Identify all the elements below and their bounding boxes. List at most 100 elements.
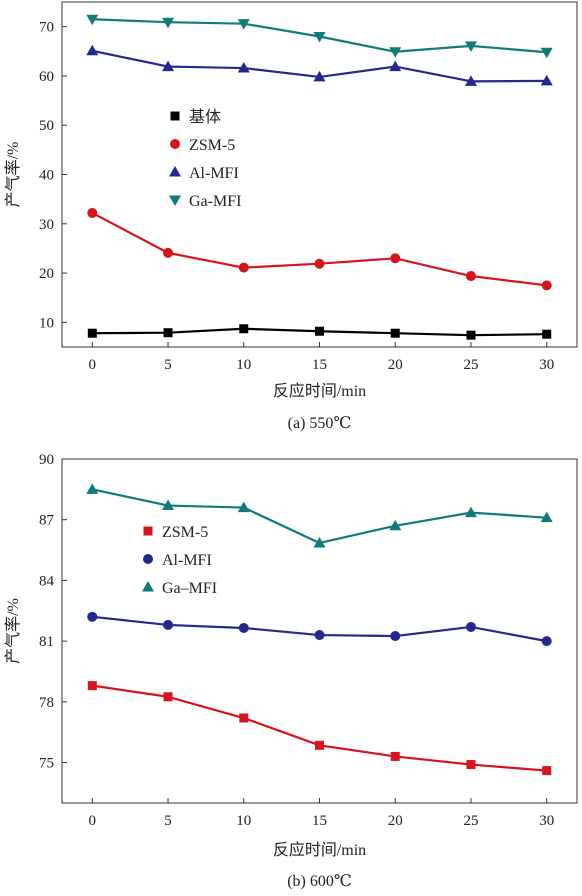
x-tick-label: 5 xyxy=(164,813,172,829)
legend-marker xyxy=(142,581,154,592)
data-point-al-mfi xyxy=(238,622,249,633)
series-line-zsm-5 xyxy=(92,684,547,772)
y-axis-label: 产气率/% xyxy=(4,142,22,208)
data-point-zsm-5 xyxy=(541,280,552,291)
data-point-series xyxy=(315,326,324,336)
data-point-zsm-5 xyxy=(314,258,325,269)
series-line-zsm-5 xyxy=(91,211,547,287)
data-point-al-mfi xyxy=(390,631,401,642)
legend-label: ZSM-5 xyxy=(162,524,208,541)
y-tick-label: 87 xyxy=(39,513,55,529)
legend-label: Ga–MFI xyxy=(162,580,217,597)
data-point-zsm-5 xyxy=(390,253,401,264)
y-tick-label: 90 xyxy=(39,452,54,468)
data-point-al-mfi xyxy=(541,636,552,647)
y-tick-label: 70 xyxy=(39,20,54,36)
caption: (b) 600℃ xyxy=(287,873,352,890)
data-point-series xyxy=(163,328,173,338)
y-tick-label: 81 xyxy=(39,634,54,650)
data-point-al-mfi xyxy=(464,75,477,86)
legend-marker xyxy=(170,111,180,121)
y-tick-label: 78 xyxy=(39,695,54,711)
data-point-al-mfi xyxy=(162,60,175,72)
data-point-ga-mfi xyxy=(86,14,99,26)
data-point-al-mfi xyxy=(389,60,402,72)
legend-marker xyxy=(169,166,181,177)
data-point-ga-mfi xyxy=(237,501,250,513)
panel-b: 0 5 10 15 20 25 30 75 78 81 84 87 90 ZSM-5 Al-MFI Ga–M… xyxy=(4,452,578,890)
legend-label: Al-MFI xyxy=(189,165,239,182)
legend: 基体 ZSM-5 Al-MFI Ga-MFI xyxy=(169,108,241,210)
data-point-zsm-5 xyxy=(238,262,249,273)
plot-frame xyxy=(61,1,578,348)
data-point-zsm-5 xyxy=(163,692,173,702)
data-point-al-mfi xyxy=(540,74,553,86)
data-point-zsm-5 xyxy=(163,247,174,258)
data-point-series xyxy=(542,329,552,339)
data-point-ga-mfi xyxy=(313,536,326,548)
x-tick-label: 25 xyxy=(463,357,478,373)
data-point-ga-mfi xyxy=(389,47,402,58)
y-tick-label: 20 xyxy=(39,266,54,282)
legend: ZSM-5 Al-MFI Ga–MFI xyxy=(142,524,217,597)
data-point-al-mfi xyxy=(237,62,250,73)
data-point-ga-mfi xyxy=(464,506,477,518)
x-tick-label: 10 xyxy=(236,357,251,373)
series-group xyxy=(86,483,553,776)
data-point-ga-mfi xyxy=(162,17,175,29)
x-axis-label: 反应时间/min xyxy=(273,840,366,859)
data-point-al-mfi xyxy=(87,611,98,622)
data-point-ga-mfi xyxy=(162,499,175,511)
x-axis-label: 反应时间/min xyxy=(273,381,366,400)
data-point-series xyxy=(87,328,97,338)
series-line-ga-mfi xyxy=(92,488,547,545)
legend-label: Al-MFI xyxy=(162,552,212,569)
data-point-series xyxy=(390,328,400,338)
panel-a: 0 5 10 15 20 25 30 10 20 30 40 50 60 70 基体 ZSM-5 Al-MFI… xyxy=(4,1,578,432)
data-point-ga-mfi xyxy=(237,19,250,30)
data-point-zsm-5 xyxy=(465,271,476,282)
data-point-al-mfi xyxy=(465,621,476,632)
x-tick-label: 25 xyxy=(463,813,478,829)
x-tick-label: 30 xyxy=(539,357,554,373)
axis-ticks: 0 5 10 15 20 25 30 75 78 81 84 87 90 xyxy=(39,452,554,829)
y-tick-label: 50 xyxy=(39,118,54,134)
data-point-zsm-5 xyxy=(87,681,97,691)
x-tick-label: 30 xyxy=(539,813,554,829)
data-point-ga-mfi xyxy=(540,511,553,523)
data-point-ga-mfi xyxy=(389,519,402,531)
x-tick-label: 20 xyxy=(388,813,403,829)
legend-marker xyxy=(170,139,180,149)
y-tick-label: 40 xyxy=(39,168,54,184)
data-point-zsm-5 xyxy=(87,207,98,218)
axis-ticks: 0 5 10 15 20 25 30 10 20 30 40 50 60 70 xyxy=(39,20,554,373)
x-tick-label: 0 xyxy=(89,813,97,829)
data-point-zsm-5 xyxy=(239,713,249,723)
series-group xyxy=(86,14,553,340)
y-tick-label: 60 xyxy=(39,69,54,85)
x-tick-label: 15 xyxy=(312,357,327,373)
legend-marker xyxy=(143,554,153,564)
data-point-ga-mfi xyxy=(464,41,477,52)
y-tick-label: 30 xyxy=(39,217,54,233)
data-point-ga-mfi xyxy=(540,47,553,59)
y-axis-label: 产气率/% xyxy=(4,598,22,664)
x-tick-label: 15 xyxy=(312,813,327,829)
data-point-zsm-5 xyxy=(390,751,400,761)
legend-marker xyxy=(143,526,153,536)
legend-marker xyxy=(169,195,181,206)
legend-label: 基体 xyxy=(189,108,221,126)
caption: (a) 550℃ xyxy=(288,415,352,432)
data-point-ga-mfi xyxy=(313,32,326,43)
data-point-al-mfi xyxy=(86,44,99,56)
data-point-al-mfi xyxy=(314,630,325,641)
data-point-al-mfi xyxy=(313,70,326,82)
data-point-series xyxy=(239,324,249,334)
legend-label: Ga-MFI xyxy=(189,193,241,210)
data-point-series xyxy=(466,330,476,340)
data-point-zsm-5 xyxy=(315,740,324,750)
x-tick-label: 20 xyxy=(388,357,403,373)
data-point-ga-mfi xyxy=(86,483,99,494)
y-tick-label: 84 xyxy=(39,573,55,589)
